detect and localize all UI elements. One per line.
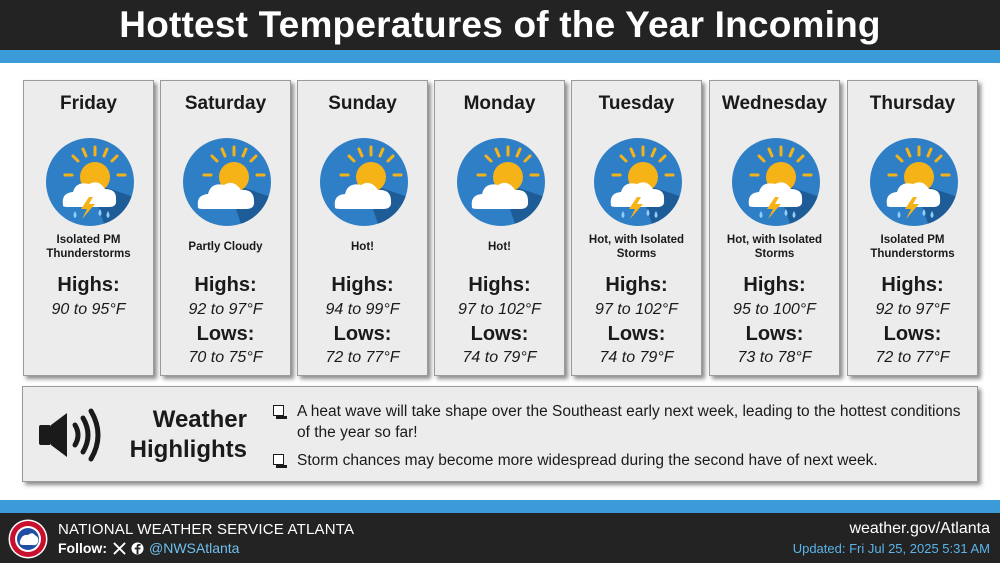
partly-cloudy-icon xyxy=(456,137,546,227)
highs-label: Highs: xyxy=(194,274,257,296)
lows-label: Lows: xyxy=(883,323,942,345)
day-card-wednesday: Wednesday Hot, with Isolated Storms High… xyxy=(709,80,840,376)
lows-label: Lows: xyxy=(196,323,255,345)
highs-label: Highs: xyxy=(605,274,668,296)
lows-label: Lows: xyxy=(607,323,666,345)
day-condition: Isolated PM Thunderstorms xyxy=(870,234,955,260)
day-name: Friday xyxy=(59,93,118,114)
lows-value: 73 to 78°F xyxy=(737,349,812,366)
day-card-sunday: Sunday Hot! Highs: 94 to 99°F Lows: 72 t… xyxy=(297,80,428,376)
highs-label: Highs: xyxy=(468,274,531,296)
day-condition: Hot, with Isolated Storms xyxy=(726,234,823,260)
sun-cloud-thunderstorm-icon xyxy=(593,137,683,227)
day-name: Tuesday xyxy=(598,93,675,114)
sun-cloud-thunderstorm-icon xyxy=(45,137,135,227)
highs-value: 90 to 95°F xyxy=(51,301,126,318)
follow-row: Follow: @NWSAtlanta xyxy=(58,540,239,556)
top-accent-stripe xyxy=(0,50,1000,63)
updated-timestamp: Updated: Fri Jul 25, 2025 5:31 AM xyxy=(792,541,990,556)
list-item: Storm chances may become more widespread… xyxy=(271,450,971,471)
lows-label: Lows: xyxy=(333,323,392,345)
day-condition: Partly Cloudy xyxy=(188,241,263,253)
day-card-tuesday: Tuesday Hot, with Isolated Storms Highs:… xyxy=(571,80,702,376)
day-condition: Hot! xyxy=(351,241,374,253)
partly-cloudy-icon xyxy=(319,137,409,227)
sun-cloud-thunderstorm-icon xyxy=(731,137,821,227)
highs-label: Highs: xyxy=(57,274,120,296)
lows-value: 74 to 79°F xyxy=(462,349,537,366)
x-icon[interactable] xyxy=(113,541,126,555)
page-title: Hottest Temperatures of the Year Incomin… xyxy=(0,0,1000,50)
weather-highlights-panel: Weather Highlights A heat wave will take… xyxy=(22,386,978,482)
day-card-saturday: Saturday Partly Cloudy Highs: 92 to 97°F… xyxy=(160,80,291,376)
day-name: Monday xyxy=(463,93,536,114)
day-name: Sunday xyxy=(328,93,397,114)
lows-value: 72 to 77°F xyxy=(325,349,400,366)
day-condition: Hot, with Isolated Storms xyxy=(588,234,685,260)
highlight-text: A heat wave will take shape over the Sou… xyxy=(297,403,961,441)
highs-value: 92 to 97°F xyxy=(875,301,950,318)
checkbox-bullet-icon xyxy=(273,454,287,468)
day-name: Thursday xyxy=(869,93,956,114)
day-name: Saturday xyxy=(184,93,267,114)
social-handle-link[interactable]: @NWSAtlanta xyxy=(149,540,240,556)
highs-label: Highs: xyxy=(331,274,394,296)
highs-label: Highs: xyxy=(743,274,806,296)
org-name: NATIONAL WEATHER SERVICE ATLANTA xyxy=(58,521,355,538)
follow-label: Follow: xyxy=(58,540,107,556)
list-item: A heat wave will take shape over the Sou… xyxy=(271,401,971,443)
day-card-friday: Friday Isolated PM Thunderstorms Highs: … xyxy=(23,80,154,376)
forecast-days: Friday Isolated PM Thunderstorms Highs: … xyxy=(23,80,978,376)
day-card-monday: Monday Hot! Highs: 97 to 102°F Lows: 74 … xyxy=(434,80,565,376)
highs-label: Highs: xyxy=(881,274,944,296)
footer: NATIONAL WEATHER SERVICE ATLANTA Follow:… xyxy=(0,513,1000,563)
day-card-thursday: Thursday Isolated PM Thunderstorms Highs… xyxy=(847,80,978,376)
lows-value: 70 to 75°F xyxy=(188,349,263,366)
facebook-icon[interactable] xyxy=(131,541,144,555)
highs-value: 97 to 102°F xyxy=(595,301,678,318)
partly-cloudy-icon xyxy=(182,137,272,227)
lows-value: 72 to 77°F xyxy=(875,349,950,366)
speaker-icon xyxy=(39,408,101,462)
highlight-text: Storm chances may become more widespread… xyxy=(297,452,878,469)
sun-cloud-thunderstorm-icon xyxy=(869,137,959,227)
highs-value: 94 to 99°F xyxy=(325,301,400,318)
lows-value: 74 to 79°F xyxy=(599,349,674,366)
nws-logo-icon xyxy=(8,519,48,559)
bottom-accent-stripe xyxy=(0,500,1000,513)
website-link[interactable]: weather.gov/Atlanta xyxy=(849,520,990,537)
lows-label: Lows: xyxy=(470,323,529,345)
highs-value: 97 to 102°F xyxy=(458,301,541,318)
day-name: Wednesday xyxy=(721,93,828,114)
lows-label: Lows: xyxy=(745,323,804,345)
day-condition: Hot! xyxy=(488,241,511,253)
checkbox-bullet-icon xyxy=(273,405,287,419)
highs-value: 92 to 97°F xyxy=(188,301,263,318)
highs-value: 95 to 100°F xyxy=(733,301,816,318)
day-condition: Isolated PM Thunderstorms xyxy=(46,234,131,260)
highlights-title: Weather Highlights xyxy=(129,406,247,463)
highlights-list: A heat wave will take shape over the Sou… xyxy=(271,401,971,478)
